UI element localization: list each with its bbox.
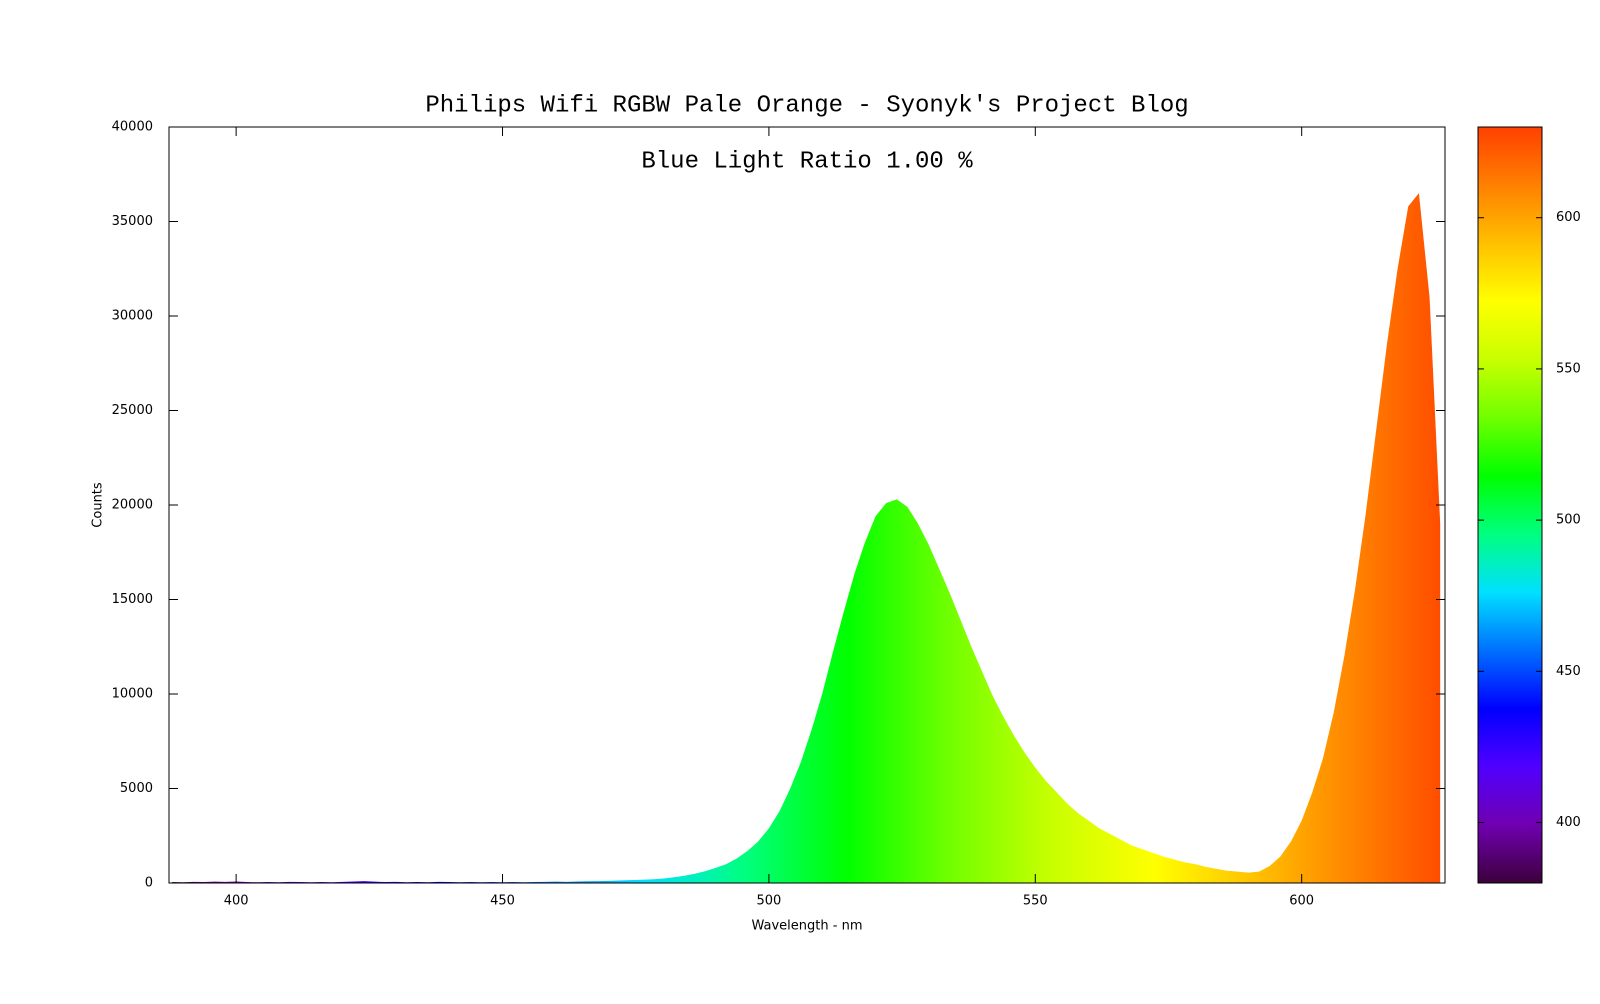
y-tick-label: 15000 bbox=[112, 592, 153, 607]
x-tick-label: 550 bbox=[1023, 894, 1048, 909]
spectrum-area bbox=[172, 193, 1441, 883]
colorbar-tick-label: 450 bbox=[1556, 664, 1581, 679]
y-tick-label: 5000 bbox=[120, 781, 153, 796]
x-tick-label: 450 bbox=[490, 894, 515, 909]
x-tick-label: 500 bbox=[756, 894, 781, 909]
y-tick-label: 0 bbox=[145, 876, 153, 891]
chart-title: Philips Wifi RGBW Pale Orange - Syonyk's… bbox=[425, 92, 1188, 119]
y-tick-label: 20000 bbox=[112, 498, 153, 513]
x-axis-label: Wavelength - nm bbox=[752, 919, 863, 934]
colorbar-tick-label: 600 bbox=[1556, 210, 1581, 225]
colorbar-tick-label: 500 bbox=[1556, 513, 1581, 528]
y-tick-label: 25000 bbox=[112, 403, 153, 418]
y-tick-label: 10000 bbox=[112, 687, 153, 702]
y-tick-label: 35000 bbox=[112, 214, 153, 229]
colorbar-tick-label: 400 bbox=[1556, 815, 1581, 830]
colorbar bbox=[1477, 126, 1543, 884]
x-tick-label: 400 bbox=[224, 894, 249, 909]
y-tick-label: 30000 bbox=[112, 309, 153, 324]
colorbar-tick-label: 550 bbox=[1556, 361, 1581, 376]
annotation: Blue Light Ratio 1.00 % bbox=[641, 148, 973, 175]
y-axis-label: Counts bbox=[91, 482, 106, 528]
y-tick-label: 40000 bbox=[112, 120, 153, 135]
x-tick-label: 600 bbox=[1289, 894, 1314, 909]
